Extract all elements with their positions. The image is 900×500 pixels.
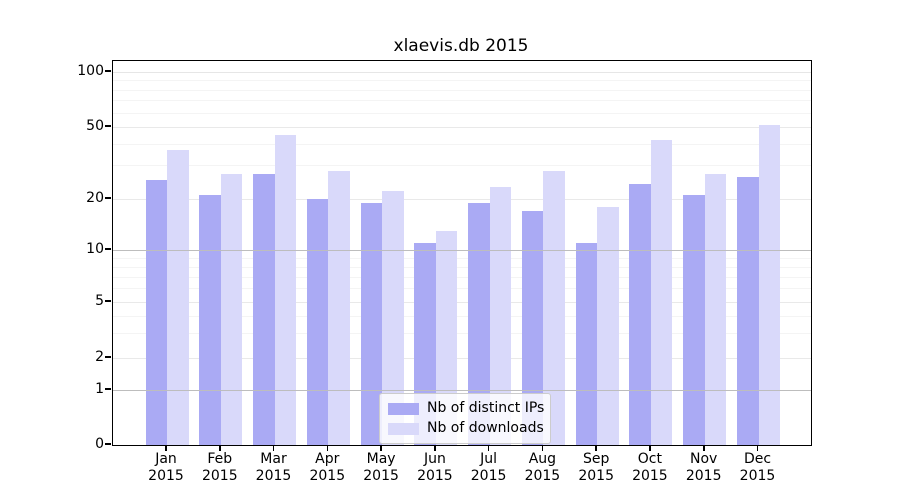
bar-jul-downloads — [489, 187, 512, 445]
x-tick-label: Jan 2015 — [148, 451, 184, 484]
x-tick-mark — [756, 446, 759, 451]
gridline — [113, 89, 811, 91]
y-tick-label: 5 — [95, 293, 104, 309]
bar-aug-distinct-ips — [521, 211, 544, 445]
y-tick-mark — [105, 248, 111, 250]
legend: Nb of distinct IPs Nb of downloads — [379, 393, 551, 444]
y-tick-mark — [105, 125, 111, 127]
gridline — [113, 333, 811, 335]
bar-jan-distinct-ips — [145, 180, 167, 445]
gridline — [113, 72, 811, 73]
x-tick-mark — [541, 446, 544, 451]
x-tick-mark — [272, 446, 275, 451]
legend-swatch-icon — [388, 402, 419, 415]
gridline — [113, 144, 811, 145]
legend-swatch-icon — [388, 422, 419, 435]
bar-mar-distinct-ips — [253, 173, 275, 445]
y-tick-label: 50 — [86, 118, 104, 134]
gridline — [113, 199, 811, 200]
gridline — [113, 165, 811, 166]
x-tick-mark — [326, 446, 329, 451]
y-tick-label: 0 — [95, 436, 104, 452]
bar-oct-downloads — [650, 140, 673, 445]
x-tick-mark — [380, 446, 382, 451]
bar-apr-downloads — [328, 170, 350, 445]
gridline — [113, 302, 811, 303]
bar-feb-distinct-ips — [199, 194, 221, 445]
bar-oct-distinct-ips — [629, 183, 651, 445]
bar-jun-downloads — [435, 230, 458, 445]
legend-item: Nb of distinct IPs — [388, 400, 545, 416]
bar-jul-distinct-ips — [468, 202, 490, 445]
gridline — [113, 358, 811, 359]
legend-label: Nb of distinct IPs — [427, 400, 545, 416]
x-tick-mark — [703, 446, 705, 451]
y-tick-mark — [105, 443, 111, 445]
gridline — [113, 266, 811, 268]
y-tick-mark — [105, 356, 111, 358]
bar-nov-distinct-ips — [683, 194, 705, 445]
x-tick-mark — [595, 446, 597, 451]
y-tick-mark — [105, 300, 111, 302]
x-tick-label: Jun 2015 — [417, 451, 453, 484]
x-tick-label: May 2015 — [363, 451, 399, 484]
bar-mar-downloads — [274, 135, 296, 445]
gridline — [113, 112, 811, 114]
x-tick-label: Feb 2015 — [201, 451, 238, 484]
chart-title: xlaevis.db 2015 — [393, 36, 529, 56]
y-tick-label: 10 — [86, 241, 104, 257]
x-tick-mark — [434, 446, 436, 451]
gridline — [113, 257, 811, 259]
gridline — [113, 80, 811, 82]
bar-may-distinct-ips — [360, 202, 383, 445]
bar-apr-distinct-ips — [306, 199, 329, 445]
plot-area: Nb of distinct IPs Nb of downloads — [112, 60, 812, 446]
bar-sep-distinct-ips — [575, 243, 598, 445]
bar-aug-downloads — [543, 170, 565, 445]
y-tick-label: 20 — [86, 190, 104, 206]
gridline — [113, 390, 811, 391]
x-tick-mark — [219, 446, 221, 451]
bar-dec-distinct-ips — [737, 177, 759, 445]
x-tick-label: Dec 2015 — [739, 451, 776, 484]
x-tick-label: Sep 2015 — [578, 451, 614, 484]
bar-jan-downloads — [167, 149, 189, 445]
bar-feb-downloads — [220, 173, 243, 445]
y-tick-mark — [105, 70, 111, 72]
legend-item: Nb of downloads — [388, 420, 544, 436]
gridline — [113, 127, 811, 128]
legend-label: Nb of downloads — [427, 420, 544, 436]
gridline — [113, 315, 811, 317]
gridline — [113, 250, 811, 251]
x-tick-label: Jul 2015 — [470, 451, 507, 484]
bar-sep-downloads — [597, 206, 619, 445]
y-tick-label: 2 — [95, 349, 104, 365]
y-tick-mark — [105, 197, 111, 199]
x-tick-mark — [165, 446, 167, 451]
gridline — [113, 100, 811, 102]
y-tick-label: 1 — [95, 381, 104, 397]
bar-nov-downloads — [704, 173, 727, 445]
y-tick-label: 100 — [77, 63, 104, 79]
x-tick-label: Oct 2015 — [632, 451, 668, 484]
bar-dec-downloads — [758, 125, 780, 445]
gridline — [113, 288, 811, 290]
bar-may-downloads — [382, 191, 404, 445]
x-tick-label: Apr 2015 — [309, 451, 346, 484]
x-tick-mark — [649, 446, 651, 451]
x-tick-label: Mar 2015 — [255, 451, 292, 484]
gridline — [113, 276, 811, 278]
x-tick-label: Nov 2015 — [685, 451, 722, 484]
y-tick-mark — [105, 388, 111, 390]
x-tick-label: Aug 2015 — [524, 451, 561, 484]
x-tick-mark — [487, 446, 490, 451]
